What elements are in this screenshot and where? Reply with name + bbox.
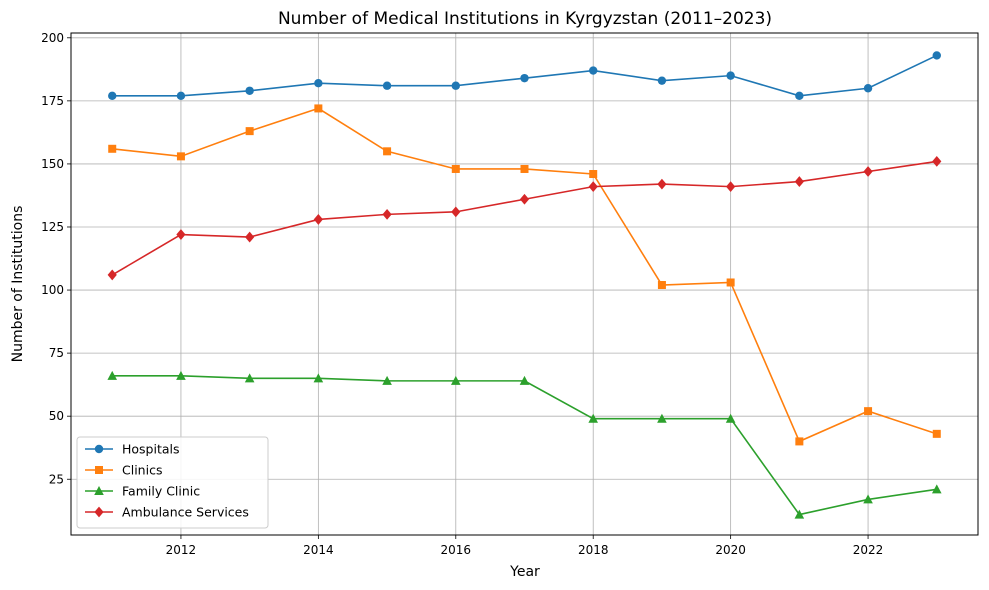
- data-point-family-clinic: [794, 509, 805, 519]
- data-point-hospitals: [520, 73, 529, 83]
- legend-label: Ambulance Services: [122, 505, 249, 520]
- legend-label: Hospitals: [122, 442, 180, 457]
- legend-item-clinics: Clinics: [85, 463, 162, 478]
- series-ambulance-services: [107, 156, 942, 281]
- data-point-hospitals: [245, 86, 254, 95]
- legend-label: Family Clinic: [122, 484, 200, 499]
- data-point-clinics: [864, 407, 873, 416]
- data-point-ambulance-services: [588, 181, 598, 193]
- data-point-clinics: [383, 147, 392, 156]
- data-point-hospitals: [451, 81, 460, 90]
- x-tick-label: 2020: [715, 543, 746, 557]
- data-point-ambulance-services: [863, 166, 873, 177]
- data-point-hospitals: [863, 84, 873, 93]
- data-point-ambulance-services: [657, 178, 667, 190]
- data-point-ambulance-services: [519, 193, 530, 205]
- data-point-family-clinic: [382, 375, 392, 385]
- data-point-ambulance-services: [932, 156, 942, 167]
- data-point-hospitals: [795, 91, 804, 101]
- data-point-clinics: [795, 437, 804, 446]
- legend-box: [76, 436, 269, 529]
- y-tick-label: 25: [49, 472, 64, 486]
- legend-item-ambulance-services: Ambulance Services: [85, 505, 249, 520]
- data-point-family-clinic: [725, 413, 736, 423]
- axis-ticks: 2012 2014 2016 2018 2020 2022 25 50 75 100 125 150 1…: [41, 31, 883, 557]
- data-point-clinics: [176, 152, 185, 161]
- data-point-ambulance-services: [382, 208, 392, 220]
- data-point-ambulance-services: [245, 231, 255, 243]
- data-point-clinics: [520, 164, 529, 173]
- data-point-family-clinic: [244, 373, 255, 383]
- y-tick-label: 175: [41, 94, 64, 108]
- x-tick-label: 2014: [303, 543, 334, 557]
- legend-label: Clinics: [122, 463, 162, 478]
- data-point-clinics: [932, 429, 941, 438]
- data-point-ambulance-services: [451, 206, 461, 218]
- grid: [71, 33, 978, 535]
- data-point-hospitals: [657, 76, 667, 85]
- data-point-clinics: [657, 281, 666, 290]
- series-layer: [107, 51, 942, 519]
- data-point-family-clinic: [863, 494, 873, 504]
- data-point-family-clinic: [313, 373, 324, 383]
- x-tick-label: 2012: [166, 543, 197, 557]
- series-hospitals: [108, 51, 941, 101]
- data-point-family-clinic: [657, 413, 667, 423]
- series-clinics: [108, 104, 941, 446]
- y-tick-label: 50: [49, 409, 64, 423]
- data-point-clinics: [726, 278, 735, 287]
- y-axis-label: Number of Institutions: [10, 206, 26, 363]
- series-line-ambulance-services: [111, 160, 937, 276]
- y-tick-label: 150: [41, 157, 64, 171]
- data-point-clinics: [108, 144, 117, 153]
- data-point-hospitals: [176, 91, 186, 101]
- data-point-hospitals: [589, 66, 598, 75]
- data-point-ambulance-services: [176, 229, 186, 240]
- legend-item-family-clinic: Family Clinic: [85, 484, 200, 499]
- data-point-clinics: [245, 127, 254, 136]
- data-point-clinics: [451, 164, 460, 173]
- legend-marker: [95, 466, 103, 474]
- y-tick-label: 75: [49, 346, 64, 360]
- legend-marker: [94, 486, 104, 495]
- legend: Hospitals Clinics Family Clinic Ambulance S…: [76, 436, 269, 529]
- series-family-clinic: [107, 370, 942, 519]
- legend-item-hospitals: Hospitals: [85, 442, 180, 457]
- plot-frame: [70, 32, 979, 536]
- legend-marker: [94, 444, 104, 454]
- x-tick-label: 2018: [578, 543, 609, 557]
- series-line-clinics: [112, 107, 938, 443]
- data-point-ambulance-services: [107, 269, 117, 281]
- data-point-hospitals: [932, 51, 941, 60]
- x-tick-label: 2022: [853, 543, 884, 557]
- data-point-family-clinic: [588, 413, 599, 423]
- data-point-ambulance-services: [313, 214, 323, 225]
- data-point-clinics: [314, 104, 323, 113]
- y-tick-label: 100: [41, 283, 64, 297]
- data-point-hospitals: [314, 79, 323, 88]
- data-point-family-clinic: [176, 370, 186, 380]
- data-point-clinics: [589, 170, 598, 179]
- data-point-ambulance-services: [794, 176, 804, 187]
- data-point-hospitals: [726, 71, 735, 80]
- legend-marker: [94, 506, 104, 518]
- data-point-hospitals: [108, 91, 117, 101]
- data-point-family-clinic: [107, 370, 118, 380]
- x-tick-label: 2016: [441, 543, 472, 557]
- data-point-family-clinic: [450, 375, 461, 385]
- chart-title: Number of Medical Institutions in Kyrgyz…: [278, 9, 772, 29]
- data-point-ambulance-services: [726, 181, 736, 193]
- data-point-family-clinic: [519, 375, 530, 385]
- data-point-family-clinic: [931, 484, 942, 494]
- y-tick-label: 125: [41, 220, 64, 234]
- y-tick-label: 200: [41, 31, 64, 45]
- data-point-hospitals: [382, 81, 392, 90]
- x-axis-label: Year: [509, 564, 540, 580]
